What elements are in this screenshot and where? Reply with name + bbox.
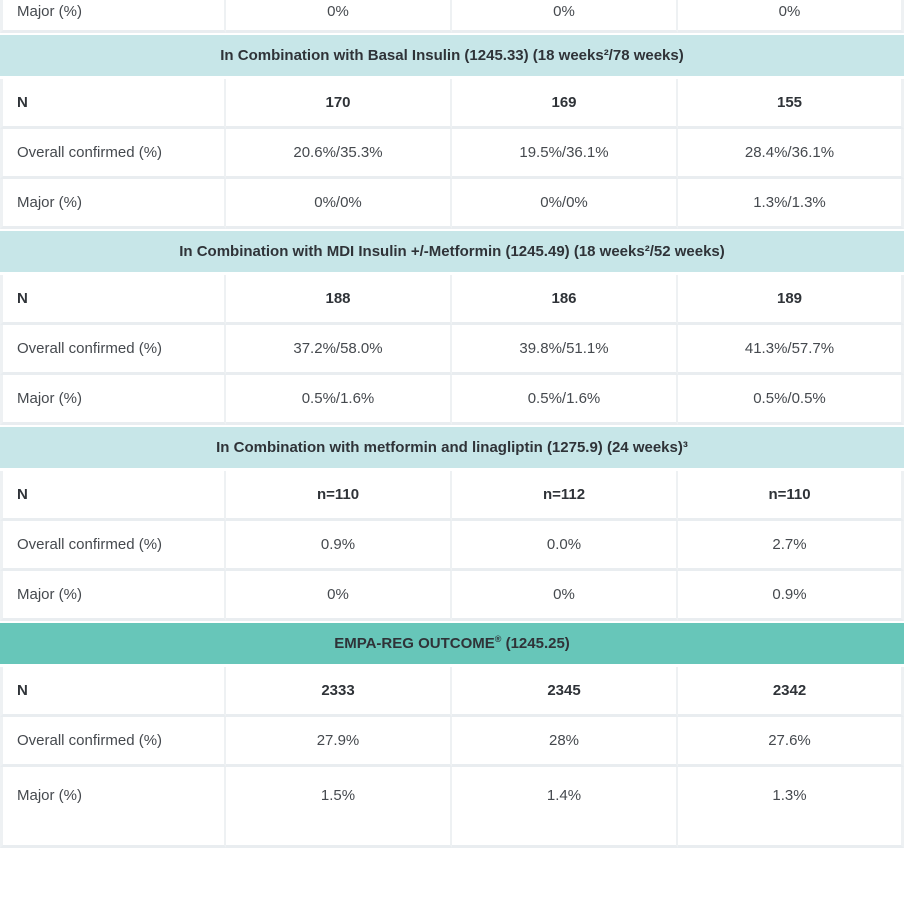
- table-row: Major (%) 0.5%/1.6% 0.5%/1.6% 0.5%/0.5%: [0, 375, 904, 425]
- section-header-row: In Combination with metformin and linagl…: [0, 425, 904, 471]
- row-label: Overall confirmed (%): [0, 521, 226, 571]
- value-cell: 0%: [226, 0, 452, 33]
- registered-trademark-symbol: ®: [494, 634, 502, 644]
- section-header-row: EMPA-REG OUTCOME® (1245.25): [0, 621, 904, 667]
- table-row: Major (%) 1.5% 1.4% 1.3%: [0, 767, 904, 848]
- value-cell: 0.5%/1.6%: [452, 375, 678, 425]
- value-cell: 0%/0%: [226, 179, 452, 229]
- row-label: N: [0, 275, 226, 325]
- section-header-label: In Combination with MDI Insulin +/-Metfo…: [0, 229, 904, 275]
- table-row: Major (%) 0%/0% 0%/0% 1.3%/1.3%: [0, 179, 904, 229]
- value-cell: 155: [678, 79, 904, 129]
- value-cell: 28.4%/36.1%: [678, 129, 904, 179]
- value-cell: n=112: [452, 471, 678, 521]
- value-cell: 39.8%/51.1%: [452, 325, 678, 375]
- table-row: N 188 186 189: [0, 275, 904, 325]
- row-label: Major (%): [0, 767, 226, 848]
- value-cell: 0.5%/1.6%: [226, 375, 452, 425]
- table-row: Overall confirmed (%) 0.9% 0.0% 2.7%: [0, 521, 904, 571]
- value-cell: 0.9%: [678, 571, 904, 621]
- row-label: Major (%): [0, 571, 226, 621]
- value-cell: 0%: [226, 571, 452, 621]
- row-label: N: [0, 79, 226, 129]
- value-cell: n=110: [678, 471, 904, 521]
- section-header-row: In Combination with MDI Insulin +/-Metfo…: [0, 229, 904, 275]
- value-cell: n=110: [226, 471, 452, 521]
- row-label: N: [0, 471, 226, 521]
- value-cell: 41.3%/57.7%: [678, 325, 904, 375]
- section-header-label: In Combination with metformin and linagl…: [0, 425, 904, 471]
- value-cell: 20.6%/35.3%: [226, 129, 452, 179]
- value-cell: 188: [226, 275, 452, 325]
- row-label: Overall confirmed (%): [0, 325, 226, 375]
- table-row: Overall confirmed (%) 37.2%/58.0% 39.8%/51…: [0, 325, 904, 375]
- value-cell: 19.5%/36.1%: [452, 129, 678, 179]
- value-cell: 2.7%: [678, 521, 904, 571]
- value-cell: 189: [678, 275, 904, 325]
- table-row: Major (%) 0% 0% 0%: [0, 0, 904, 33]
- value-cell: 1.5%: [226, 767, 452, 848]
- value-cell: 2333: [226, 667, 452, 717]
- table-row: Major (%) 0% 0% 0.9%: [0, 571, 904, 621]
- table-row: Overall confirmed (%) 20.6%/35.3% 19.5%/36…: [0, 129, 904, 179]
- value-cell: 27.6%: [678, 717, 904, 767]
- section-header-row: In Combination with Basal Insulin (1245.…: [0, 33, 904, 79]
- value-cell: 0%: [678, 0, 904, 33]
- value-cell: 1.3%: [678, 767, 904, 848]
- section-header-label: In Combination with Basal Insulin (1245.…: [0, 33, 904, 79]
- value-cell: 169: [452, 79, 678, 129]
- value-cell: 0.5%/0.5%: [678, 375, 904, 425]
- value-cell: 0%: [452, 571, 678, 621]
- value-cell: 170: [226, 79, 452, 129]
- value-cell: 28%: [452, 717, 678, 767]
- table-body: Major (%) 0% 0% 0% In Combination with Basal…: [0, 0, 904, 848]
- value-cell: 0%: [452, 0, 678, 33]
- row-label: Overall confirmed (%): [0, 129, 226, 179]
- clinical-trials-table: Major (%) 0% 0% 0% In Combination with Basal…: [0, 0, 904, 848]
- value-cell: 37.2%/58.0%: [226, 325, 452, 375]
- value-cell: 2342: [678, 667, 904, 717]
- row-label: N: [0, 667, 226, 717]
- table-row: N 2333 2345 2342: [0, 667, 904, 717]
- row-label: Major (%): [0, 179, 226, 229]
- table-row: N 170 169 155: [0, 79, 904, 129]
- value-cell: 0%/0%: [452, 179, 678, 229]
- value-cell: 0.0%: [452, 521, 678, 571]
- value-cell: 186: [452, 275, 678, 325]
- value-cell: 1.3%/1.3%: [678, 179, 904, 229]
- row-label: Major (%): [0, 0, 226, 33]
- value-cell: 2345: [452, 667, 678, 717]
- row-label: Overall confirmed (%): [0, 717, 226, 767]
- value-cell: 0.9%: [226, 521, 452, 571]
- table-row: Overall confirmed (%) 27.9% 28% 27.6%: [0, 717, 904, 767]
- value-cell: 27.9%: [226, 717, 452, 767]
- row-label: Major (%): [0, 375, 226, 425]
- value-cell: 1.4%: [452, 767, 678, 848]
- section-header-label: EMPA-REG OUTCOME® (1245.25): [0, 621, 904, 667]
